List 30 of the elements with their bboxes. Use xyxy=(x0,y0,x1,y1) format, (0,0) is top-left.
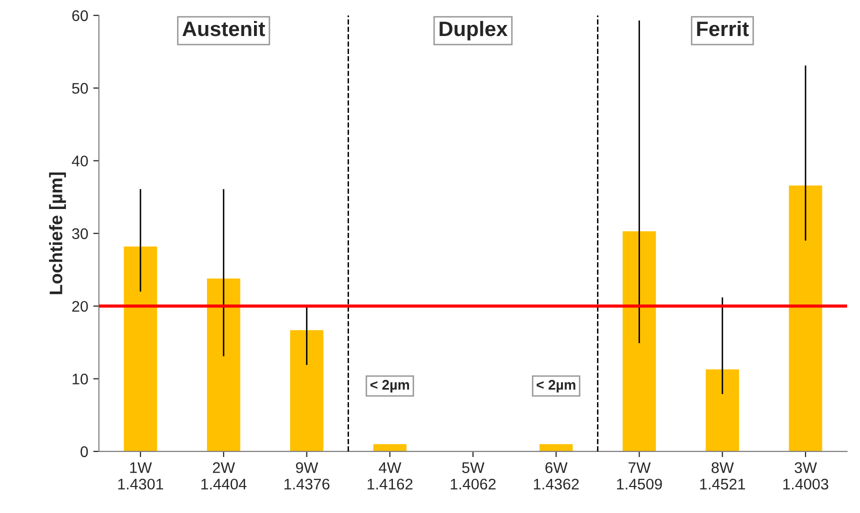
bar xyxy=(290,330,324,452)
annotation: < 2µm xyxy=(370,380,410,393)
y-tick-label: 10 xyxy=(72,374,88,384)
x-tick-label: 3W 1.4003 xyxy=(783,462,828,490)
y-tick-label: 0 xyxy=(80,446,88,458)
bar xyxy=(540,444,573,452)
x-tick-label: 1W 1.4301 xyxy=(118,462,164,490)
y-axis-title: Lochtiefe [µm] xyxy=(49,172,66,294)
annotation: Duplex xyxy=(440,20,508,40)
x-tick-label: 9W 1.4376 xyxy=(284,462,330,490)
bar xyxy=(373,444,406,452)
bar xyxy=(124,246,158,452)
annotation: Ferrit xyxy=(697,20,749,36)
y-tick-label: 50 xyxy=(72,82,88,94)
annotation: Austenit xyxy=(182,20,266,36)
x-tick-label: 8W 1.4521 xyxy=(700,462,746,490)
x-tick-label: 4W 1.4162 xyxy=(368,462,412,490)
bar xyxy=(706,369,740,452)
x-tick-label: 5W 1.4062 xyxy=(450,462,496,490)
y-tick-label: 60 xyxy=(72,10,88,22)
y-tick-label: 40 xyxy=(72,156,88,166)
x-tick-label: 2W 1.4404 xyxy=(201,462,247,490)
x-tick-label: 7W 1.4509 xyxy=(617,462,662,490)
y-tick-label: 30 xyxy=(72,228,88,240)
bar xyxy=(206,278,240,452)
bar xyxy=(622,231,656,452)
y-tick-label: 20 xyxy=(72,300,88,312)
x-tick-label: 6W 1.4362 xyxy=(534,462,579,490)
annotation: < 2µm xyxy=(536,380,576,393)
bar xyxy=(788,185,822,452)
